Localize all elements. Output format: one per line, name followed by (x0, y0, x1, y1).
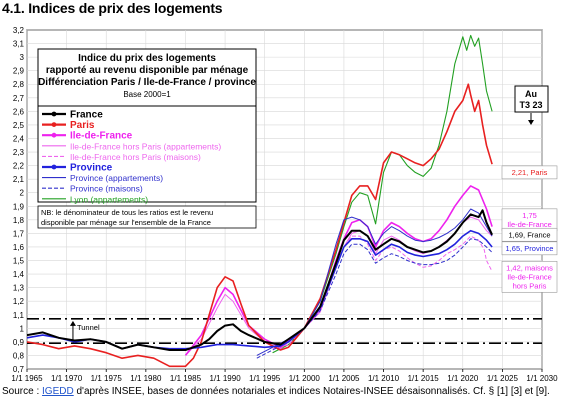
series-line-france (27, 209, 494, 351)
page-heading: 4.1. Indices de prix des logements (2, 0, 223, 16)
note-box: NB: le dénominateur de tous les ratios e… (37, 205, 257, 229)
y-tick-label: 2,1 (13, 175, 25, 184)
y-tick-label: 2,8 (13, 80, 25, 89)
end-label-text: Ile-de-France (507, 220, 552, 229)
end-label-box (501, 260, 558, 293)
series-line-province-appartements (256, 208, 493, 356)
series-line-province-maisons (256, 238, 493, 359)
source-note: Source : IGEDD d'après INSEE, bases de d… (2, 386, 550, 397)
x-tick-label: 1/1 2010 (368, 374, 400, 383)
title-box: Indice du prix des logements rapporté au… (37, 48, 257, 107)
legend-marker (51, 122, 57, 127)
legend-label: Ile-de-France hors Paris (maisons) (70, 152, 201, 162)
y-tick-label: 1,1 (13, 311, 25, 320)
chart-title-line-1: Indice du prix des logements (78, 53, 216, 64)
series-line-ile-de-france-hors-paris-maisons (272, 235, 493, 350)
period-line-1: Au (525, 89, 537, 99)
y-tick-label: 1,6 (13, 243, 25, 252)
end-label-box (501, 165, 558, 180)
legend-frame (37, 105, 257, 203)
tunnel-marker: Tunnel (69, 320, 100, 343)
y-tick-label: 0,7 (13, 365, 25, 374)
legend-marker (51, 132, 57, 138)
legend-label: Lyon (appartements) (70, 194, 148, 204)
y-tick-label: 1,5 (13, 257, 25, 266)
legend-label: Province (70, 163, 113, 174)
x-tick-label: 1/1 2000 (289, 374, 321, 383)
x-tick-label: 1/1 1995 (249, 374, 281, 383)
grid-lines (26, 29, 543, 370)
y-tick-label: 2 (20, 189, 25, 198)
x-tick-label: 1/1 1990 (210, 374, 242, 383)
tunnel-label: Tunnel (77, 323, 100, 332)
y-tick-label: 2,6 (13, 107, 25, 116)
source-label: Source : (2, 386, 40, 397)
y-tick-label: 1,9 (13, 202, 25, 211)
legend-label: France (70, 110, 103, 121)
y-tick-label: 1 (20, 324, 25, 333)
end-label-text: 2,21, Paris (512, 168, 548, 177)
series-line-lyon-appartements (272, 34, 493, 354)
x-tick-label: 1/1 1985 (170, 374, 202, 383)
chart-title-line-3: Différenciation Paris / Ile-de-France / … (38, 77, 256, 88)
y-tick-label: 2,3 (13, 148, 25, 157)
end-label-box (501, 227, 558, 242)
chart-subtitle: Base 2000=1 (123, 90, 171, 99)
y-tick-label: 3,1 (13, 40, 25, 49)
y-tick-label: 2,7 (13, 94, 25, 103)
x-tick-label: 1/1 2030 (526, 374, 558, 383)
legend-label: Province (maisons) (70, 184, 143, 194)
x-tick-label: 1/1 1970 (51, 374, 83, 383)
y-tick-label: 1,4 (13, 270, 25, 279)
end-label-text: 1,65, Province (506, 244, 554, 253)
y-tick-label: 3 (20, 53, 25, 62)
legend-label: Ile-de-France (70, 131, 133, 142)
x-tick-label: 1/1 2025 (487, 374, 519, 383)
y-tick-label: 0,8 (13, 351, 25, 360)
reference-lines (27, 318, 542, 345)
end-label-text: Ile-de-France (507, 272, 552, 281)
period-line-2: T3 23 (519, 100, 542, 110)
legend-marker (51, 111, 57, 117)
y-tick-label: 1,2 (13, 297, 25, 306)
note-line-2: disponible par ménage sur l'ensemble de … (41, 218, 211, 227)
x-axis-ticks: 1/1 1965 1/1 1970 1/1 1975 1/1 1980 1/1 1985… (11, 369, 558, 383)
tunnel-arrowhead (69, 320, 76, 326)
y-tick-label: 1,8 (13, 216, 25, 225)
series-lines (27, 34, 494, 368)
end-label-text: 1,75 (522, 211, 537, 220)
y-tick-label: 1,3 (13, 284, 25, 293)
y-tick-label: 2,5 (13, 121, 25, 130)
end-label-text: hors Paris (513, 281, 547, 290)
y-tick-label: 2,2 (13, 162, 25, 171)
source-text: d'après INSEE, bases de données notarial… (76, 386, 550, 397)
x-tick-label: 1/1 2020 (447, 374, 479, 383)
y-tick-label: 2,9 (13, 67, 25, 76)
legend-label: Province (appartements) (70, 173, 163, 183)
chart-title-line-2: rapporté au revenu disponible par ménage (46, 65, 249, 76)
legend-label: Paris (70, 120, 95, 131)
y-tick-label: 3,2 (13, 26, 25, 35)
y-axis-ticks: 0,7 0,8 0,9 1 1,1 1,2 1,3 1,4 1,5 1,6 1,7 1,8 1,9 2 2,… (13, 26, 25, 374)
period-arrowhead (528, 120, 534, 125)
legend-marker (51, 164, 57, 170)
y-tick-label: 2,4 (13, 134, 25, 143)
end-label-text: 1,69, France (508, 230, 550, 239)
period-box: Au T3 23 (514, 85, 549, 125)
note-line-1: NB: le dénominateur de tous les ratios e… (41, 208, 213, 217)
y-tick-label: 1,7 (13, 229, 25, 238)
end-label-box (501, 241, 558, 256)
legend-label: Ile-de-France hors Paris (appartements) (70, 141, 221, 151)
x-tick-label: 1/1 1980 (130, 374, 162, 383)
x-tick-label: 1/1 1975 (91, 374, 123, 383)
x-tick-label: 1/1 1965 (11, 374, 43, 383)
source-link[interactable]: IGEDD (42, 386, 74, 397)
y-tick-label: 0,9 (13, 338, 25, 347)
x-tick-label: 1/1 2015 (408, 374, 440, 383)
x-tick-label: 1/1 2005 (328, 374, 360, 383)
end-label-text: 1,42, maisons (506, 263, 553, 272)
